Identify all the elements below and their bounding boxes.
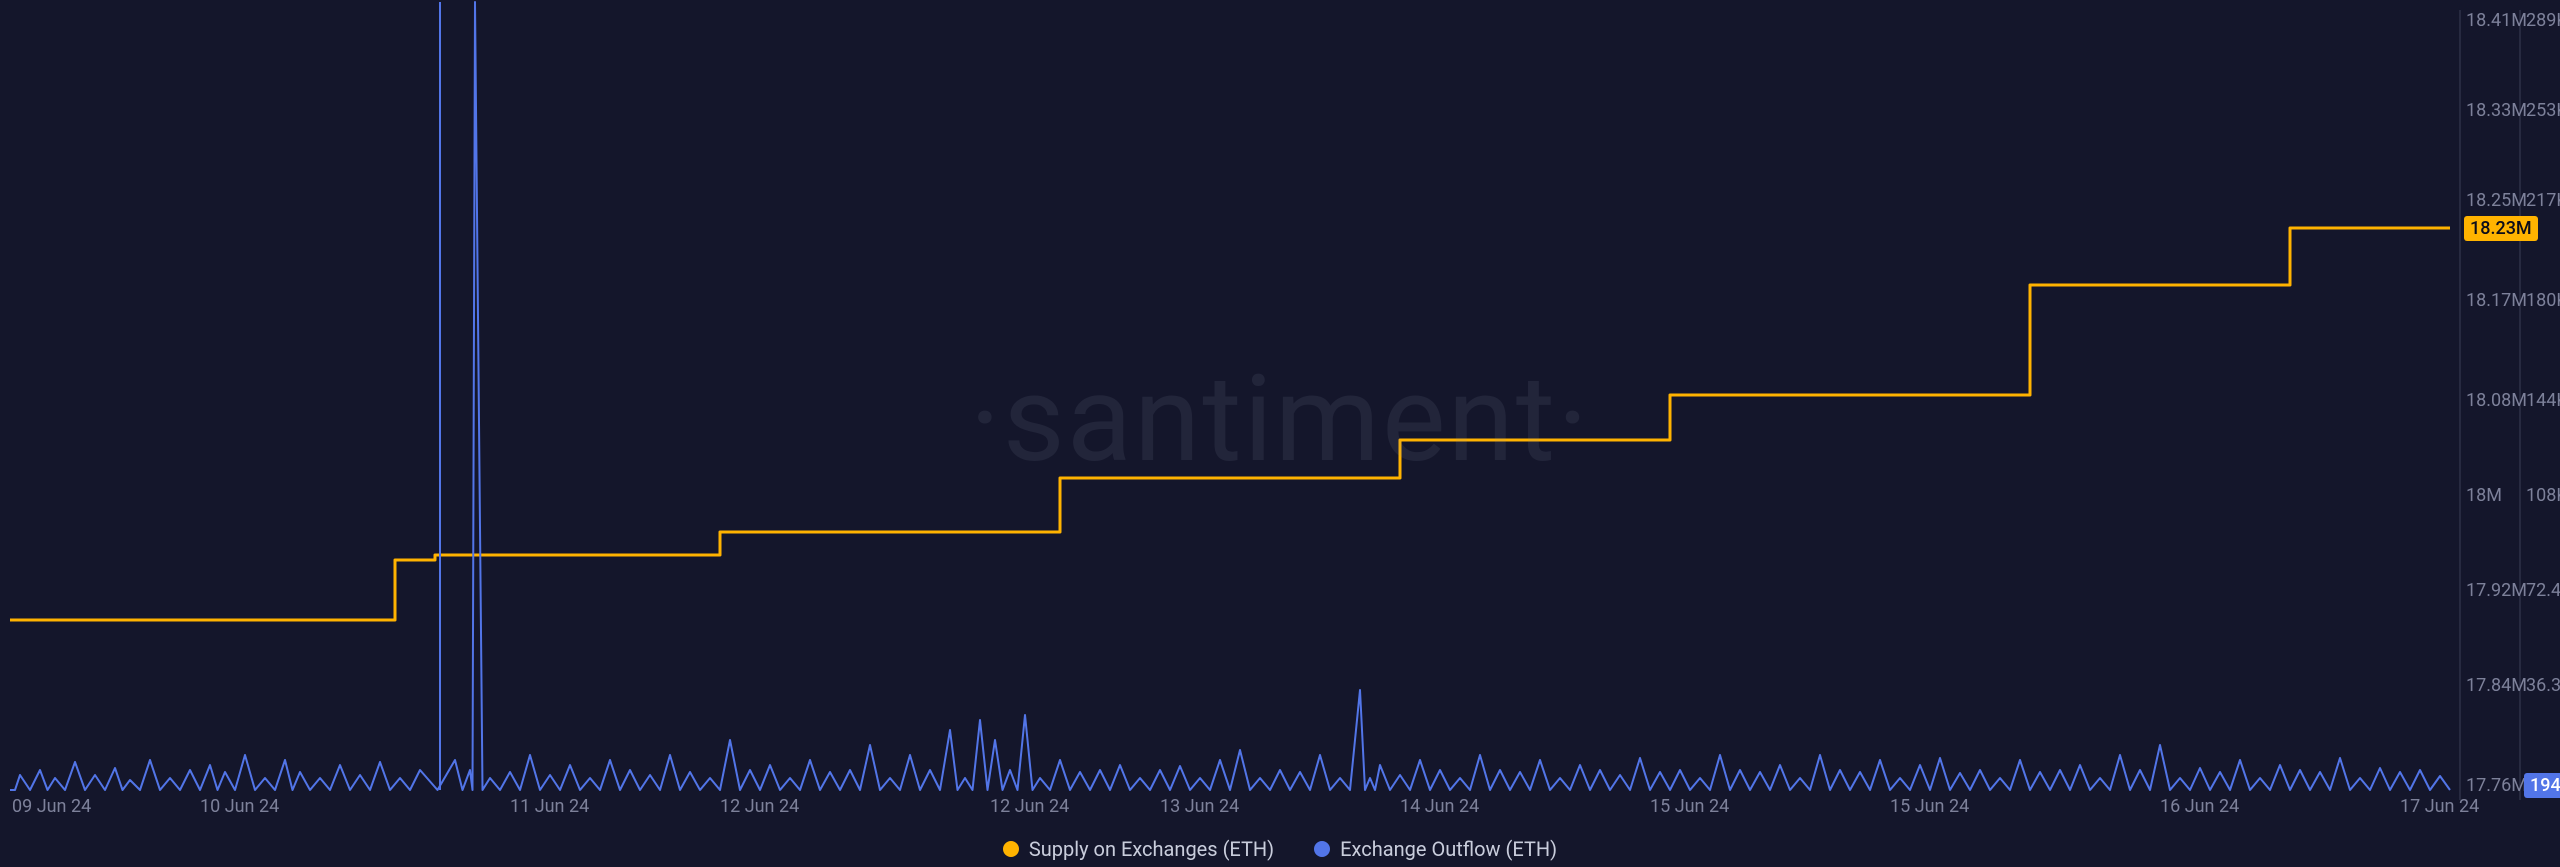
chart-svg[interactable]: 18.41M 18.33M 18.25M 18.17M 18.08M 18M 17.92M 1…: [0, 0, 2560, 820]
y-right-tick-label: 180K: [2526, 290, 2560, 311]
y-left-tick-label: 17.84M: [2466, 675, 2527, 696]
legend-item-supply[interactable]: Supply on Exchanges (ETH): [1003, 837, 1274, 861]
x-tick-label: 13 Jun 24: [1160, 796, 1239, 817]
y-left-tick-label: 17.92M: [2466, 580, 2527, 601]
y-right-tick-label: 72.4K: [2526, 580, 2560, 601]
y-right-tick-label: 217K: [2526, 190, 2560, 211]
y-left-tick-label: 18.33M: [2466, 100, 2527, 121]
y-right-tick-label: 36.3K: [2526, 675, 2560, 696]
x-tick-label: 17 Jun 24: [2400, 796, 2479, 817]
x-tick-label: 14 Jun 24: [1400, 796, 1479, 817]
y-left-tick-label: 18M: [2466, 485, 2502, 506]
y-left-tick-label: 18.41M: [2466, 10, 2527, 31]
legend-label-supply: Supply on Exchanges (ETH): [1029, 837, 1274, 861]
y-left-tick-label: 18.08M: [2466, 390, 2527, 411]
legend-item-outflow[interactable]: Exchange Outflow (ETH): [1314, 837, 1557, 861]
y-right-tick-label: 144K: [2526, 390, 2560, 411]
y-left-tick-label: 17.76M: [2466, 775, 2527, 796]
y-right-tick-label: 108K: [2526, 485, 2560, 506]
x-tick-label: 15 Jun 24: [1890, 796, 1969, 817]
legend-label-outflow: Exchange Outflow (ETH): [1340, 837, 1557, 861]
outflow-line: [10, 2, 2450, 790]
y-right-tick-label: 253K: [2526, 100, 2560, 121]
legend: Supply on Exchanges (ETH) Exchange Outfl…: [0, 837, 2560, 861]
x-tick-label: 12 Jun 24: [720, 796, 799, 817]
x-tick-label: 12 Jun 24: [990, 796, 1069, 817]
legend-swatch-supply: [1003, 841, 1019, 857]
legend-swatch-outflow: [1314, 841, 1330, 857]
chart-container: 18.41M 18.33M 18.25M 18.17M 18.08M 18M 17.92M 1…: [0, 0, 2560, 867]
y-right-tick-label: 289K: [2526, 10, 2560, 31]
current-value-badge-supply: 18.23M: [2464, 216, 2538, 241]
x-tick-label: 11 Jun 24: [510, 796, 589, 817]
x-tick-label: 15 Jun 24: [1650, 796, 1729, 817]
x-tick-label: 10 Jun 24: [200, 796, 279, 817]
x-tick-label: 09 Jun 24: [12, 796, 91, 817]
x-tick-label: 16 Jun 24: [2160, 796, 2239, 817]
current-value-badge-outflow: 194: [2524, 773, 2560, 798]
y-left-tick-label: 18.17M: [2466, 290, 2527, 311]
supply-line: [10, 228, 2450, 620]
y-left-tick-label: 18.25M: [2466, 190, 2527, 211]
